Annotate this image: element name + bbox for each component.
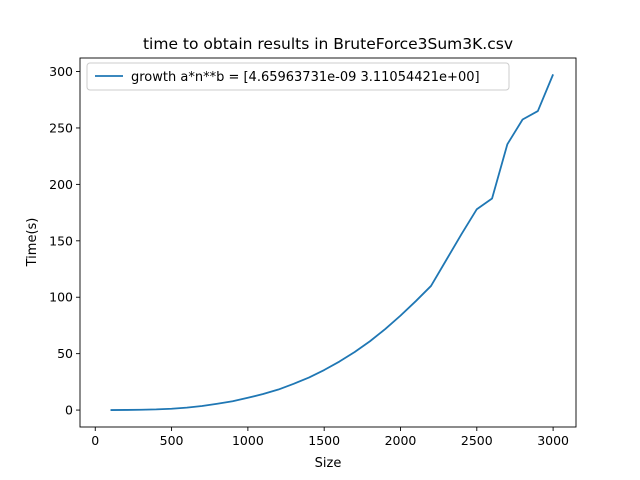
x-axis-label: Size [315,456,342,471]
x-tick-label-500: 500 [160,433,184,448]
series-line-0 [110,74,554,411]
y-tick-label-200: 200 [49,177,73,192]
y-axis-label: Time(s) [25,218,40,268]
x-tick-label-1000: 1000 [232,433,264,448]
legend: growth a*n**b = [4.65963731e-09 3.110544… [86,62,510,91]
x-tick-label-1500: 1500 [308,433,340,448]
y-tick-label-150: 150 [49,233,73,248]
x-tick-label-2000: 2000 [385,433,417,448]
axes-frame [79,57,577,428]
y-tick-label-50: 50 [57,346,73,361]
chart-title: time to obtain results in BruteForce3Sum… [143,35,513,53]
legend-box [86,62,510,91]
plot-area: 0 500 1000 1500 2000 2500 3000 0 50 100 150 200 250 3… [49,57,577,448]
y-tick-label-0: 0 [65,403,73,418]
x-tick-label-3000: 3000 [537,433,569,448]
y-tick-label-250: 250 [49,120,73,135]
y-tick-label-300: 300 [49,64,73,79]
y-tick-label-100: 100 [49,290,73,305]
x-tick-label-2500: 2500 [461,433,493,448]
x-tick-label-0: 0 [91,433,99,448]
legend-entry-label: growth a*n**b = [4.65963731e-09 3.110544… [131,70,480,85]
